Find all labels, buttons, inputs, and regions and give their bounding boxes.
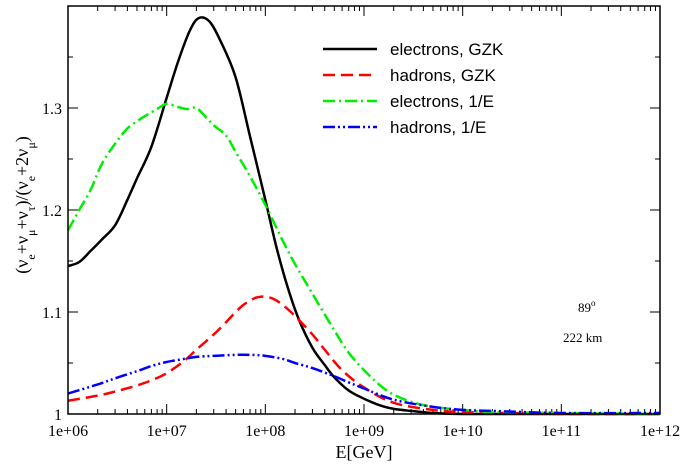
y-tick-label: 1.2 bbox=[42, 203, 62, 220]
y-tick-label: 1.3 bbox=[42, 101, 62, 118]
y-tick-label: 1 bbox=[54, 407, 62, 424]
x-tick-label: 1e+09 bbox=[344, 423, 384, 440]
x-tick-label: 1e+08 bbox=[245, 423, 285, 440]
legend-entry-electrons-gzk: electrons, GZK bbox=[323, 40, 504, 59]
ticks-layer: 1e+06 1e+07 1e+08 1e+09 1e+10 1e+11 1e+12 1 1.1 1… bbox=[42, 6, 680, 440]
legend-entry-electrons-1e: electrons, 1/E bbox=[323, 92, 494, 111]
x-tick-label: 1e+12 bbox=[640, 423, 680, 440]
legend-entry-hadrons-gzk: hadrons, GZK bbox=[323, 66, 496, 85]
x-tick-label: 1e+07 bbox=[147, 423, 187, 440]
x-axis-title: E[GeV] bbox=[336, 442, 393, 462]
x-tick-label: 1e+10 bbox=[443, 423, 483, 440]
legend-label-hadrons-1e: hadrons, 1/E bbox=[390, 118, 486, 137]
legend: electrons, GZK hadrons, GZK electrons, 1… bbox=[323, 40, 504, 137]
x-tick-label: 1e+11 bbox=[542, 423, 582, 440]
legend-label-electrons-gzk: electrons, GZK bbox=[390, 40, 504, 59]
plot-frame bbox=[67, 5, 661, 415]
legend-label-hadrons-gzk: hadrons, GZK bbox=[390, 66, 496, 85]
series-hadrons-gzk bbox=[67, 295, 661, 416]
y-axis-title: (νe+νμ+ντ)/(νe+2νμ) bbox=[12, 136, 38, 274]
series-hadrons-1e bbox=[67, 353, 661, 415]
series-electrons-gzk bbox=[67, 16, 660, 416]
x-tick-label: 1e+06 bbox=[48, 423, 88, 440]
y-tick-label: 1.1 bbox=[42, 305, 62, 322]
legend-label-electrons-1e: electrons, 1/E bbox=[390, 92, 494, 111]
series-layer bbox=[66, 16, 661, 416]
series-electrons-1e bbox=[66, 102, 661, 416]
angle-annotation: 89o bbox=[578, 298, 596, 315]
legend-entry-hadrons-1e: hadrons, 1/E bbox=[323, 118, 486, 137]
distance-annotation: 222 km bbox=[563, 330, 602, 345]
